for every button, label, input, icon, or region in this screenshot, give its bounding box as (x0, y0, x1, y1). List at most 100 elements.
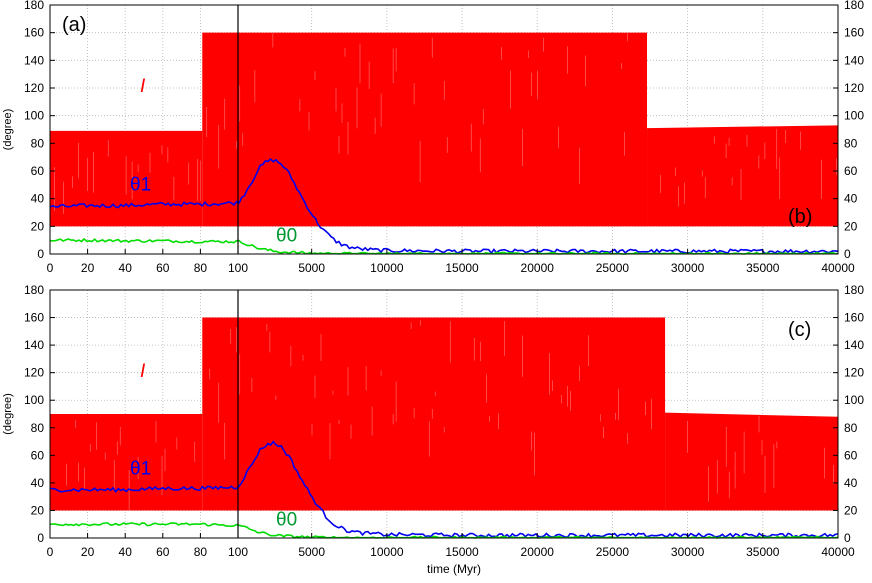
series-label-theta1: θ1 (130, 174, 151, 195)
y-tick-label-left: 140 (24, 338, 44, 352)
x-tick-label: 30000 (671, 545, 705, 559)
x-tick-label: 10000 (370, 261, 404, 275)
y-tick-label-right: 180 (844, 283, 864, 297)
y-tick-label-left: 60 (31, 448, 45, 462)
y-tick-label-right: 20 (844, 503, 858, 517)
inclination-gaps (687, 415, 834, 502)
series-theta1 (50, 440, 839, 539)
series-inclination (50, 317, 838, 511)
x-tick-label: 60 (156, 261, 170, 275)
inclination-gaps (206, 33, 628, 184)
y-tick-label-left: 40 (31, 476, 45, 490)
x-tick-label: 40000 (821, 261, 855, 275)
x-tick-label: 25000 (596, 261, 630, 275)
x-tick-label: 15000 (445, 261, 479, 275)
x-tick-label: 40 (119, 545, 133, 559)
y-tick-label-right: 0 (844, 531, 851, 545)
x-tick-label: 80 (194, 545, 208, 559)
x-axis-title: time (Myr) (427, 562, 481, 576)
y-tick-label-right: 60 (844, 448, 858, 462)
y-tick-label-left: 140 (24, 53, 44, 67)
y-tick-label-left: 160 (24, 311, 44, 325)
series-label-theta0: θ0 (276, 510, 297, 531)
inclination-gaps (66, 420, 196, 511)
y-tick-label-left: 0 (37, 247, 44, 261)
y-tick-label-right: 60 (844, 164, 858, 178)
inclination-band (50, 414, 203, 511)
y-tick-label-right: 40 (844, 476, 858, 490)
panel-label-b: (b) (788, 206, 812, 228)
inclination-band (202, 317, 666, 511)
y-tick-label-right: 180 (844, 0, 864, 12)
y-tick-label-right: 100 (844, 109, 864, 123)
x-tick-label: 20 (81, 545, 95, 559)
x-tick-label: 10000 (370, 545, 404, 559)
plot-frame (49, 289, 839, 539)
y-axis-title: (degree) (2, 109, 14, 151)
x-tick-label: 100 (228, 261, 248, 275)
y-tick-label-left: 0 (37, 531, 44, 545)
x-tick-label: 20 (81, 261, 95, 275)
y-tick-label-right: 80 (844, 136, 858, 150)
y-tick-label-left: 80 (31, 136, 45, 150)
y-tick-label-left: 180 (24, 283, 44, 297)
inclination-band (202, 32, 648, 227)
y-tick-label-right: 140 (844, 338, 864, 352)
y-tick-label-left: 60 (31, 164, 45, 178)
x-tick-label: 80 (194, 261, 208, 275)
x-tick-label: 30000 (671, 261, 705, 275)
series-label-inclination: I (140, 76, 146, 97)
inclination-gaps (660, 128, 837, 207)
inclination-gaps (209, 320, 652, 476)
y-tick-label-left: 20 (31, 219, 45, 233)
x-tick-label: 20000 (521, 545, 555, 559)
x-tick-label: 40000 (821, 545, 855, 559)
y-tick-label-right: 160 (844, 26, 864, 40)
inclination-band (647, 125, 838, 227)
y-tick-label-right: 40 (844, 192, 858, 206)
series-label-theta1: θ1 (130, 459, 151, 480)
x-tick-label: 5000 (298, 261, 325, 275)
x-tick-label: 0 (47, 545, 54, 559)
panel-label-a: (a) (62, 14, 86, 36)
y-tick-label-right: 0 (844, 247, 851, 261)
y-tick-label-left: 40 (31, 192, 45, 206)
x-tick-label: 15000 (445, 545, 479, 559)
y-tick-label-right: 80 (844, 421, 858, 435)
series-label-theta0: θ0 (276, 226, 297, 247)
y-tick-label-left: 120 (24, 366, 44, 380)
y-tick-label-left: 20 (31, 503, 45, 517)
y-tick-label-left: 120 (24, 81, 44, 95)
x-tick-label: 0 (47, 261, 54, 275)
x-tick-label: 35000 (746, 545, 780, 559)
y-tick-label-left: 100 (24, 393, 44, 407)
series-inclination (50, 32, 838, 227)
y-tick-label-right: 120 (844, 366, 864, 380)
y-tick-label-left: 160 (24, 26, 44, 40)
x-tick-label: 20000 (521, 261, 555, 275)
y-tick-label-right: 20 (844, 219, 858, 233)
x-tick-label: 35000 (746, 261, 780, 275)
inclination-gaps (54, 139, 202, 214)
x-tick-label: 100 (228, 545, 248, 559)
y-axis-title: (degree) (2, 393, 14, 435)
x-tick-label: 40 (119, 261, 133, 275)
series-label-inclination: I (140, 361, 146, 382)
x-tick-label: 60 (156, 545, 170, 559)
y-tick-label-left: 180 (24, 0, 44, 12)
plot-frame (49, 4, 839, 255)
y-tick-label-right: 140 (844, 53, 864, 67)
inclination-band (665, 412, 838, 511)
y-tick-label-left: 100 (24, 109, 44, 123)
x-tick-label: 25000 (596, 545, 630, 559)
y-tick-label-right: 120 (844, 81, 864, 95)
y-tick-label-right: 160 (844, 311, 864, 325)
y-tick-label-right: 100 (844, 393, 864, 407)
x-tick-label: 5000 (298, 545, 325, 559)
panel-label-c: (c) (788, 319, 811, 341)
y-tick-label-left: 80 (31, 421, 45, 435)
